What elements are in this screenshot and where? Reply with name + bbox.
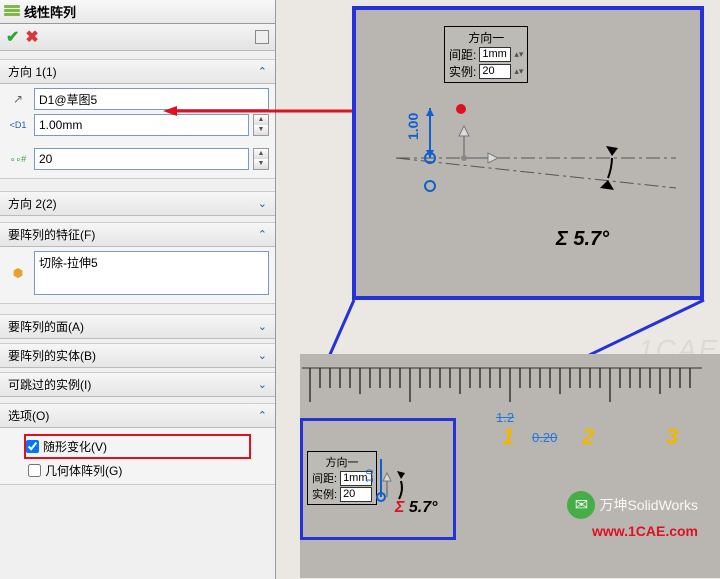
panel-titlebar: 线性阵列 xyxy=(0,0,275,24)
watermark-badge: ✉ 万坤SolidWorks xyxy=(567,491,698,519)
feature-icon: ⬢ xyxy=(6,262,30,284)
section-options-label: 选项(O) xyxy=(8,407,49,424)
ruler-num-1: 1 xyxy=(502,424,514,450)
geom-label: 几何体阵列(G) xyxy=(45,462,122,479)
options-body: 随形变化(V) 几何体阵列(G) xyxy=(0,428,275,485)
section-options[interactable]: 选项(O) ⌃ xyxy=(0,403,275,428)
ruler-ticks xyxy=(302,368,702,408)
vary-label: 随形变化(V) xyxy=(43,438,107,455)
direction-ref-input[interactable] xyxy=(34,88,269,110)
dim-text: 1.00 xyxy=(405,113,421,140)
vary-checkbox[interactable] xyxy=(26,440,39,453)
count-spinner[interactable]: ▲▼ xyxy=(253,148,269,170)
sigma-symbol: Σ xyxy=(556,228,568,250)
zoom-sigma: Σ xyxy=(395,499,404,516)
ruler-num-3: 3 xyxy=(666,424,678,450)
direction-icon[interactable]: ↗ xyxy=(6,88,30,110)
chevron-down-icon: ⌄ xyxy=(258,197,267,210)
geom-checkbox[interactable] xyxy=(28,464,41,477)
section-dir1-label: 方向 1(1) xyxy=(8,63,57,80)
section-bodies[interactable]: 要阵列的实体(B) ⌄ xyxy=(0,343,275,368)
section-bodies-label: 要阵列的实体(B) xyxy=(8,347,96,364)
viewport: 1CAE.COM 方向一 间距:1mm▴▾ 实例:20▴▾ 1.00 xyxy=(286,6,712,571)
section-skip-label: 可跳过的实例(I) xyxy=(8,376,91,393)
zoom-angle: Σ 5.7° xyxy=(395,499,438,517)
count-input[interactable] xyxy=(34,148,249,170)
svg-text:1.0: 1.0 xyxy=(365,469,376,483)
ok-icon[interactable]: ✔ xyxy=(6,27,19,47)
spacing-icon: <D1 xyxy=(6,114,30,136)
section-features-label: 要阵列的特征(F) xyxy=(8,226,95,243)
annotation-dot xyxy=(456,104,466,114)
panel-title: 线性阵列 xyxy=(24,2,76,21)
sketch-canvas: 1.00 xyxy=(356,10,700,296)
section-dir2[interactable]: 方向 2(2) ⌄ xyxy=(0,191,275,216)
detail-view: 方向一 间距:1mm▴▾ 实例:20▴▾ 1.00 xyxy=(352,6,704,300)
zoom-spacing-label: 间距: xyxy=(312,470,337,486)
section-dir2-label: 方向 2(2) xyxy=(8,195,57,212)
section-skip[interactable]: 可跳过的实例(I) ⌄ xyxy=(0,372,275,397)
zoom-count-val[interactable]: 20 xyxy=(340,487,372,502)
dir1-body: ↗ <D1 ▲▼ ∘∘# ▲▼ xyxy=(0,84,275,179)
section-faces[interactable]: 要阵列的面(A) ⌄ xyxy=(0,314,275,339)
spacing-input[interactable] xyxy=(34,114,249,136)
section-dir1[interactable]: 方向 1(1) ⌃ xyxy=(0,59,275,84)
ruler-zoom-box: 方向一 间距:1mm 实例:20 1.0 Σ 5.7° xyxy=(300,418,456,540)
section-faces-label: 要阵列的面(A) xyxy=(8,318,84,335)
wechat-icon: ✉ xyxy=(567,491,595,519)
watermark-url: www.1CAE.com xyxy=(592,523,698,539)
watermark-text: 万坤SolidWorks xyxy=(599,495,698,515)
geom-row[interactable]: 几何体阵列(G) xyxy=(6,461,269,480)
count-icon: ∘∘# xyxy=(6,148,30,170)
chevron-down-icon: ⌄ xyxy=(258,320,267,333)
feature-listbox[interactable]: 切除-拉伸5 xyxy=(34,251,269,295)
chevron-up-icon: ⌃ xyxy=(258,228,267,241)
angle-readout: Σ 5.7° xyxy=(556,228,609,251)
cancel-icon[interactable]: ✖ xyxy=(25,27,38,47)
features-body: ⬢ 切除-拉伸5 xyxy=(0,247,275,304)
section-features[interactable]: 要阵列的特征(F) ⌃ xyxy=(0,222,275,247)
pin-icon[interactable] xyxy=(255,30,269,44)
confirm-row: ✔ ✖ xyxy=(0,24,275,51)
zoom-angle-val: 5.7° xyxy=(409,499,438,516)
spacing-spinner[interactable]: ▲▼ xyxy=(253,114,269,136)
chevron-down-icon: ⌄ xyxy=(258,378,267,391)
ruler-num-2: 2 xyxy=(582,424,594,450)
chevron-up-icon: ⌃ xyxy=(258,409,267,422)
angle-value: 5.7° xyxy=(573,228,609,250)
ruler-sub-1: 1.2 xyxy=(496,410,514,425)
property-panel: 线性阵列 ✔ ✖ 方向 1(1) ⌃ ↗ <D1 ▲▼ ∘∘# ▲▼ 方向 2(… xyxy=(0,0,276,579)
chevron-down-icon: ⌄ xyxy=(258,349,267,362)
ruler-sub-2: 0.20 xyxy=(532,430,557,445)
feature-item[interactable]: 切除-拉伸5 xyxy=(39,254,264,271)
vary-highlight: 随形变化(V) xyxy=(24,434,251,459)
zoom-callout-title: 方向一 xyxy=(312,454,372,470)
chevron-up-icon: ⌃ xyxy=(258,65,267,78)
linear-pattern-icon xyxy=(4,5,20,19)
zoom-count-label: 实例: xyxy=(312,486,337,502)
